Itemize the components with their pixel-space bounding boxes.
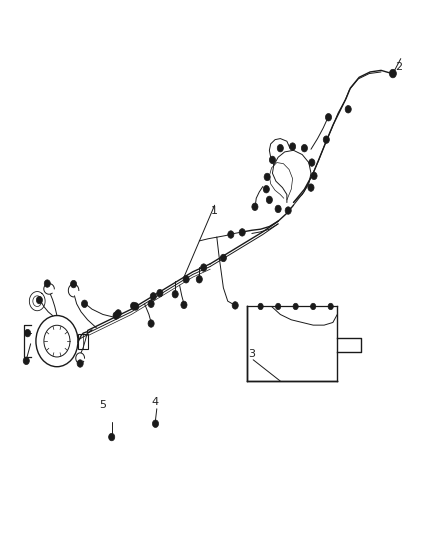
Circle shape: [172, 290, 178, 298]
Circle shape: [345, 106, 351, 113]
Circle shape: [77, 360, 83, 367]
Circle shape: [113, 312, 119, 319]
Circle shape: [301, 144, 307, 152]
Circle shape: [277, 144, 283, 152]
Circle shape: [157, 289, 163, 297]
Text: 2: 2: [395, 62, 402, 72]
Circle shape: [252, 203, 258, 211]
Circle shape: [263, 185, 269, 193]
Circle shape: [71, 280, 77, 288]
Circle shape: [115, 310, 121, 317]
Circle shape: [308, 184, 314, 191]
Circle shape: [276, 303, 281, 310]
Circle shape: [23, 357, 29, 365]
Circle shape: [309, 159, 315, 166]
Circle shape: [36, 316, 78, 367]
Circle shape: [220, 254, 226, 262]
Circle shape: [152, 420, 159, 427]
Circle shape: [264, 173, 270, 181]
Circle shape: [285, 207, 291, 214]
Circle shape: [148, 300, 154, 308]
Circle shape: [323, 136, 329, 143]
Circle shape: [293, 303, 298, 310]
Circle shape: [239, 229, 245, 236]
Text: 4: 4: [152, 397, 159, 407]
Circle shape: [228, 231, 234, 238]
Text: 1: 1: [211, 206, 218, 216]
Circle shape: [232, 302, 238, 309]
Circle shape: [311, 172, 317, 180]
Circle shape: [201, 264, 207, 271]
Circle shape: [269, 156, 276, 164]
Circle shape: [44, 325, 70, 357]
Circle shape: [183, 276, 189, 283]
Circle shape: [328, 303, 333, 310]
Circle shape: [44, 280, 50, 287]
Circle shape: [275, 205, 281, 213]
Text: 5: 5: [99, 400, 106, 410]
Circle shape: [81, 300, 88, 308]
Text: 3: 3: [248, 349, 255, 359]
Circle shape: [266, 196, 272, 204]
Circle shape: [131, 302, 137, 310]
Circle shape: [148, 320, 154, 327]
Circle shape: [25, 329, 31, 337]
Circle shape: [36, 296, 42, 304]
Circle shape: [311, 303, 316, 310]
Circle shape: [196, 276, 202, 283]
Circle shape: [325, 114, 332, 121]
Bar: [78, 334, 88, 349]
Circle shape: [290, 143, 296, 150]
Circle shape: [133, 303, 139, 310]
Circle shape: [389, 69, 396, 78]
Circle shape: [181, 301, 187, 309]
Circle shape: [109, 433, 115, 441]
Circle shape: [150, 293, 156, 300]
Circle shape: [258, 303, 263, 310]
